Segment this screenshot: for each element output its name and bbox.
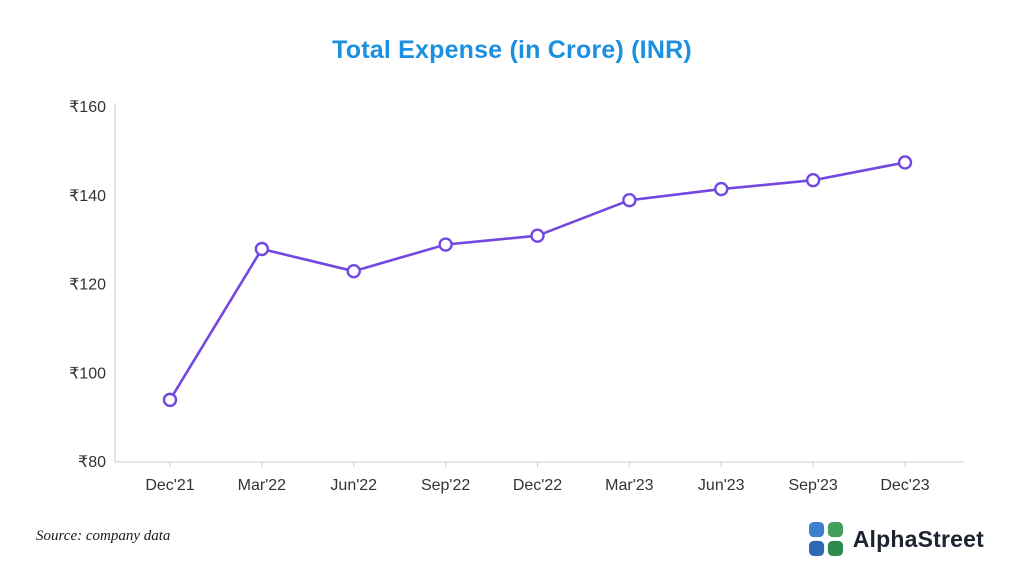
data-point-marker (714, 181, 729, 197)
data-point-marker (162, 392, 178, 408)
x-tick-label: Mar'23 (605, 477, 654, 494)
source-note: Source: company data (36, 528, 171, 544)
alphastreet-logo-text: AlphaStreet (852, 525, 984, 552)
data-point-marker (897, 155, 913, 170)
data-point-marker (805, 173, 821, 188)
line-series (168, 161, 907, 402)
data-point-marker (254, 241, 270, 257)
data-point-marker (438, 237, 453, 252)
x-tick-label: Sep'23 (788, 477, 837, 494)
y-tick-label: ₹80 (78, 454, 106, 471)
data-point-marker (622, 192, 637, 208)
x-tick-label: Dec'22 (513, 477, 562, 494)
line-chart: ₹80 ₹100 ₹120 ₹140 ₹160 Dec'21 Mar'22 Jun'22 Sep… (69, 99, 964, 494)
data-point-marker (530, 228, 545, 243)
x-tick-label: Dec'21 (145, 477, 194, 494)
x-tick-label: Jun'23 (698, 477, 745, 494)
x-tick-label: Jun'22 (330, 477, 377, 494)
alphastreet-logo-icon (808, 522, 843, 556)
y-tick-label: ₹140 (69, 188, 106, 205)
y-tick-label: ₹160 (69, 99, 106, 116)
x-tick-label: Sep'22 (421, 477, 470, 494)
x-tick-label: Mar'22 (238, 477, 287, 494)
alphastreet-logo: AlphaStreet (808, 522, 984, 556)
chart-title: Total Expense (in Crore) (INR) (332, 36, 692, 64)
y-tick-label: ₹120 (69, 277, 106, 294)
x-tick-label: Dec'23 (880, 477, 929, 494)
y-tick-label: ₹100 (69, 365, 106, 382)
data-point-marker (346, 263, 361, 279)
